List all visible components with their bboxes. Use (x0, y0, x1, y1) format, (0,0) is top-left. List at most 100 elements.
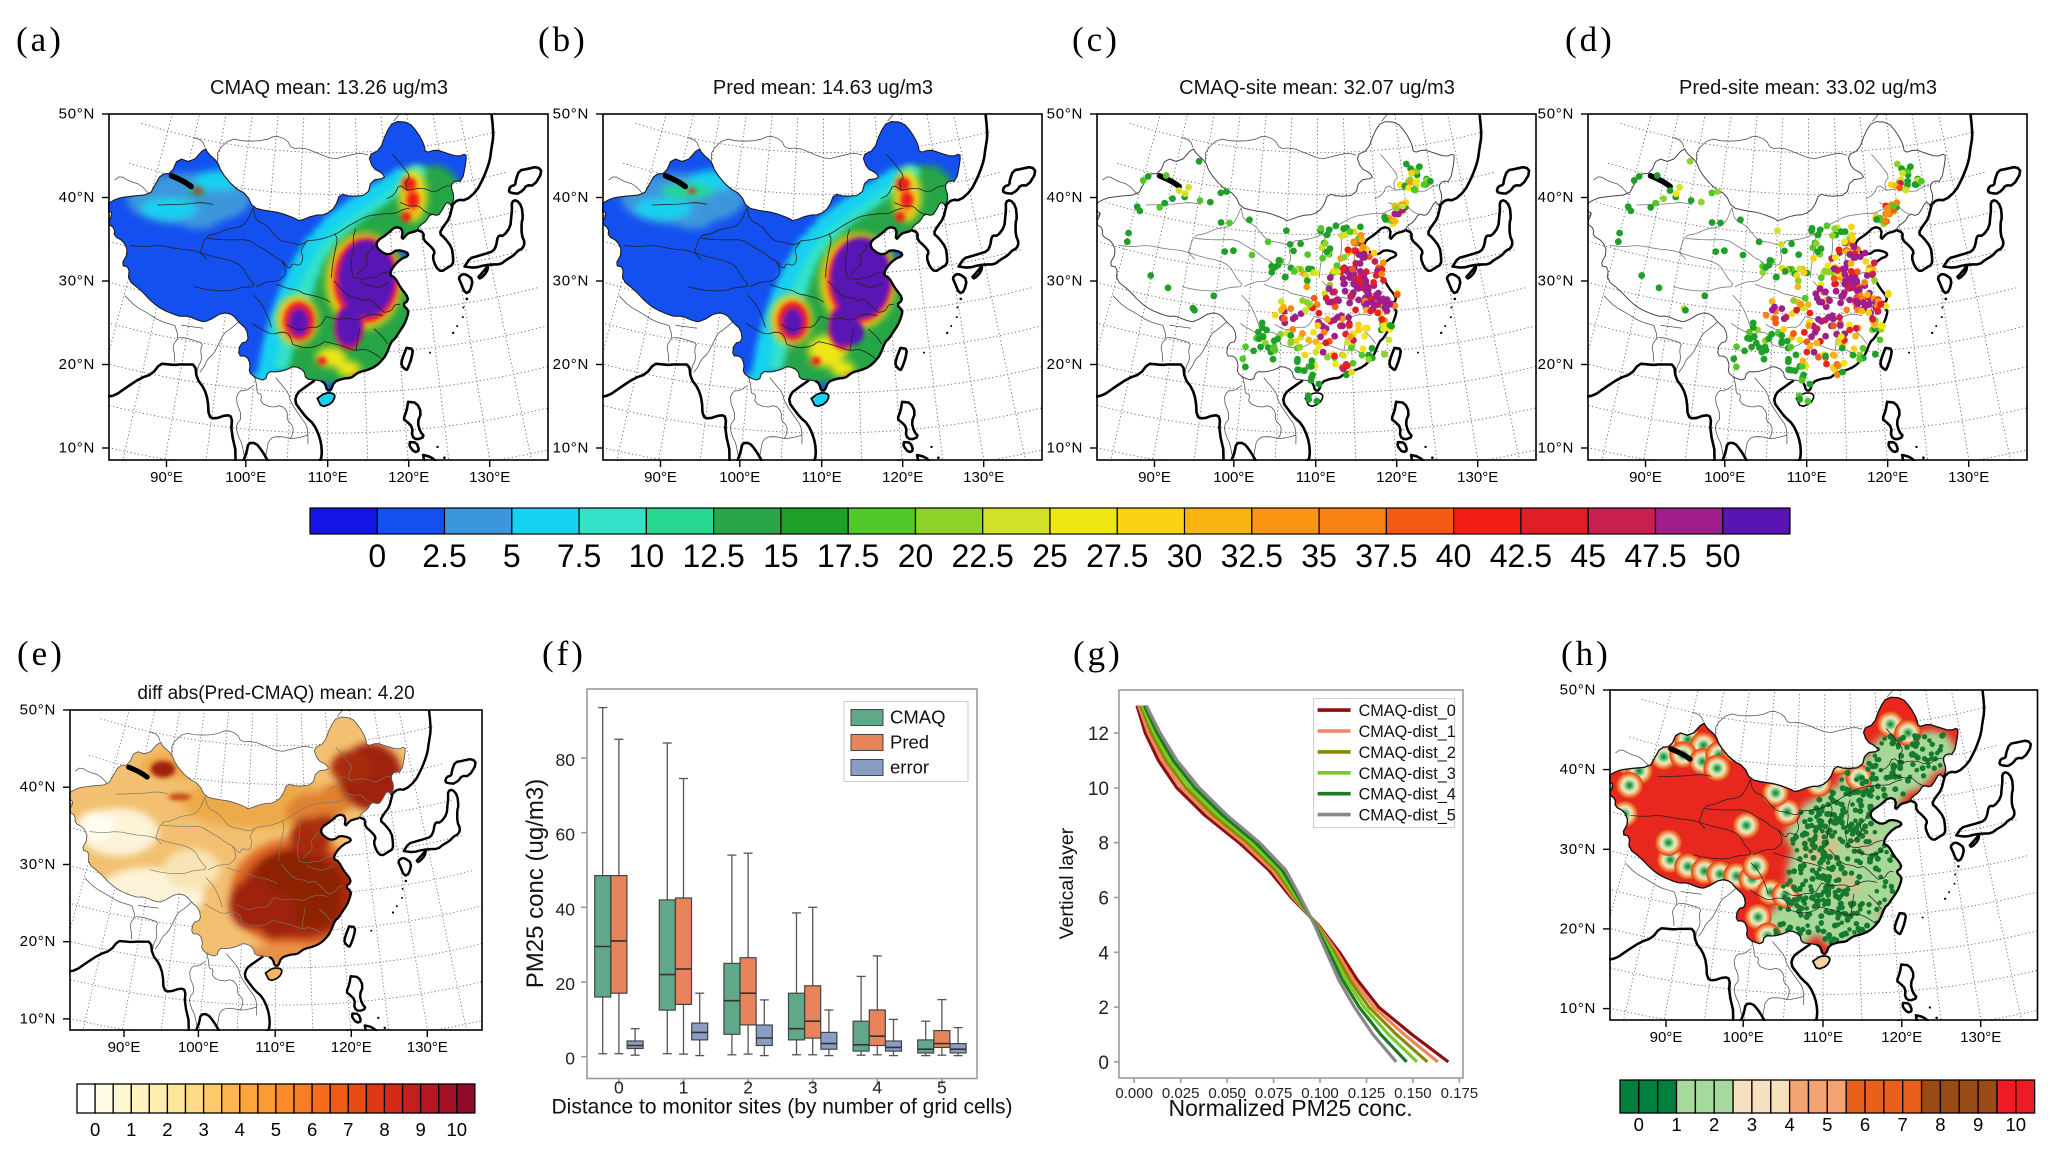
svg-text:40°N: 40°N (1560, 761, 1596, 778)
svg-text:0.125: 0.125 (1348, 1085, 1386, 1102)
svg-text:CMAQ-dist_1: CMAQ-dist_1 (1359, 723, 1456, 741)
svg-text:110°E: 110°E (308, 469, 348, 486)
svg-text:120°E: 120°E (388, 469, 429, 486)
svg-text:12: 12 (1088, 724, 1109, 745)
svg-text:Pred: Pred (890, 731, 929, 752)
svg-text:42.5: 42.5 (1489, 538, 1551, 574)
svg-text:CMAQ: CMAQ (890, 706, 946, 727)
svg-text:10°N: 10°N (59, 440, 95, 457)
svg-text:5: 5 (502, 538, 520, 574)
svg-text:0: 0 (1633, 1114, 1643, 1135)
svg-text:10°N: 10°N (1046, 440, 1082, 457)
svg-text:diff abs(Pred-CMAQ) mean: 4.20: diff abs(Pred-CMAQ) mean: 4.20 (137, 683, 414, 704)
svg-text:error: error (890, 756, 929, 777)
svg-text:4: 4 (1099, 944, 1110, 965)
svg-text:2: 2 (1709, 1114, 1719, 1135)
svg-text:0.000: 0.000 (1116, 1085, 1154, 1102)
svg-text:120°E: 120°E (1376, 469, 1417, 486)
svg-text:100°E: 100°E (1704, 469, 1745, 486)
svg-text:4: 4 (872, 1077, 882, 1097)
svg-text:Pred mean: 14.63 ug/m3: Pred mean: 14.63 ug/m3 (713, 77, 933, 99)
svg-text:110°E: 110°E (1295, 469, 1335, 486)
svg-text:120°E: 120°E (1867, 469, 1908, 486)
svg-text:30°N: 30°N (19, 856, 55, 873)
svg-text:8: 8 (1935, 1114, 1945, 1135)
svg-text:0: 0 (89, 1119, 99, 1140)
svg-text:130°E: 130°E (469, 469, 510, 486)
svg-text:130°E: 130°E (1960, 1029, 2001, 1046)
svg-text:Vertical layer: Vertical layer (1056, 828, 1078, 940)
svg-text:0.025: 0.025 (1162, 1085, 1200, 1102)
svg-text:120°E: 120°E (1881, 1029, 1922, 1046)
svg-text:5: 5 (1822, 1114, 1832, 1135)
svg-text:CMAQ-dist_5: CMAQ-dist_5 (1359, 807, 1456, 825)
svg-text:0.050: 0.050 (1209, 1085, 1247, 1102)
svg-text:100°E: 100°E (225, 469, 266, 486)
svg-text:40°N: 40°N (1046, 189, 1082, 206)
svg-text:2: 2 (743, 1077, 753, 1097)
svg-text:80: 80 (556, 750, 576, 770)
svg-text:0.150: 0.150 (1395, 1085, 1433, 1102)
svg-text:CMAQ-dist_3: CMAQ-dist_3 (1359, 765, 1456, 783)
svg-text:40°N: 40°N (553, 189, 589, 206)
svg-text:20: 20 (556, 974, 576, 994)
svg-text:20°N: 20°N (1560, 920, 1596, 937)
svg-text:15: 15 (763, 538, 799, 574)
svg-text:90°E: 90°E (1138, 469, 1171, 486)
svg-text:27.5: 27.5 (1086, 538, 1148, 574)
svg-text:7: 7 (1897, 1114, 1907, 1135)
svg-text:50°N: 50°N (553, 106, 589, 123)
svg-text:0.175: 0.175 (1441, 1085, 1479, 1102)
svg-text:9: 9 (1972, 1114, 1982, 1135)
svg-text:10: 10 (446, 1119, 467, 1140)
svg-text:100°E: 100°E (719, 469, 760, 486)
svg-text:0: 0 (565, 1048, 575, 1068)
svg-text:CMAQ-dist_2: CMAQ-dist_2 (1359, 744, 1456, 762)
svg-text:0.075: 0.075 (1255, 1085, 1293, 1102)
svg-text:40: 40 (1435, 538, 1471, 574)
svg-text:9: 9 (415, 1119, 425, 1140)
svg-text:35: 35 (1301, 538, 1337, 574)
svg-text:120°E: 120°E (330, 1039, 371, 1056)
svg-text:30: 30 (1166, 538, 1202, 574)
svg-text:1: 1 (1671, 1114, 1681, 1135)
svg-text:100°E: 100°E (177, 1039, 218, 1056)
svg-text:40°N: 40°N (1538, 189, 1574, 206)
svg-text:7: 7 (343, 1119, 353, 1140)
svg-text:10°N: 10°N (1560, 1000, 1596, 1017)
svg-text:130°E: 130°E (1457, 469, 1498, 486)
svg-text:20°N: 20°N (1046, 356, 1082, 373)
svg-text:90°E: 90°E (150, 469, 183, 486)
svg-text:50: 50 (1704, 538, 1740, 574)
svg-text:60: 60 (556, 824, 576, 844)
svg-text:40°N: 40°N (59, 189, 95, 206)
svg-text:6: 6 (306, 1119, 316, 1140)
svg-text:30°N: 30°N (59, 273, 95, 290)
svg-text:8: 8 (379, 1119, 389, 1140)
svg-text:30°N: 30°N (1046, 273, 1082, 290)
svg-text:130°E: 130°E (963, 469, 1004, 486)
svg-text:47.5: 47.5 (1624, 538, 1686, 574)
svg-text:10°N: 10°N (19, 1010, 55, 1027)
svg-text:0: 0 (614, 1077, 624, 1097)
svg-text:1: 1 (126, 1119, 136, 1140)
svg-text:25: 25 (1032, 538, 1068, 574)
svg-text:50°N: 50°N (1538, 106, 1574, 123)
svg-text:Distance to monitor sites (by: Distance to monitor sites (by number of … (551, 1095, 1012, 1118)
svg-text:110°E: 110°E (802, 469, 842, 486)
svg-text:17.5: 17.5 (817, 538, 879, 574)
svg-text:130°E: 130°E (406, 1039, 447, 1056)
svg-text:0.100: 0.100 (1302, 1085, 1340, 1102)
svg-text:6: 6 (1099, 889, 1110, 910)
svg-text:CMAQ-site mean: 32.07 ug/m3: CMAQ-site mean: 32.07 ug/m3 (1179, 77, 1455, 99)
svg-text:90°E: 90°E (1650, 1029, 1683, 1046)
svg-text:10°N: 10°N (1538, 440, 1574, 457)
svg-text:50°N: 50°N (1046, 106, 1082, 123)
svg-text:22.5: 22.5 (951, 538, 1013, 574)
svg-text:1: 1 (679, 1077, 689, 1097)
svg-text:8: 8 (1099, 834, 1110, 855)
svg-text:6: 6 (1859, 1114, 1869, 1135)
svg-text:0: 0 (368, 538, 386, 574)
svg-text:Pred-site mean: 33.02 ug/m3: Pred-site mean: 33.02 ug/m3 (1679, 77, 1937, 99)
svg-text:20°N: 20°N (19, 933, 55, 950)
